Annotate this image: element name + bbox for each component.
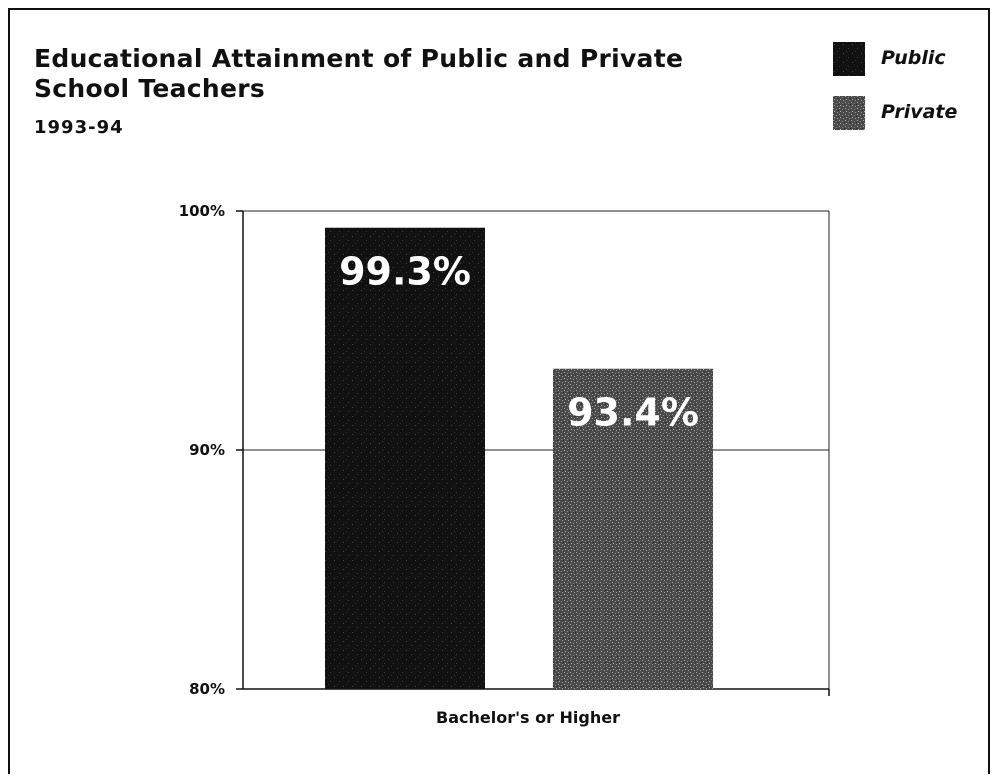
data-label-private: 93.4%: [567, 391, 699, 435]
bar-private: [553, 368, 713, 689]
swatch-public-graphic: [833, 42, 865, 76]
legend-item-public: Public: [833, 42, 983, 78]
legend-label-private: Private: [881, 101, 958, 123]
y-tick-label-80: 80%: [189, 680, 225, 698]
chart-title: Educational Attainment of Public and Pri…: [34, 44, 684, 103]
legend-label-public: Public: [881, 47, 946, 69]
swatch-private-graphic: [833, 96, 865, 130]
y-tick-label-90: 90%: [189, 441, 225, 459]
legend-swatch-private: [833, 96, 865, 130]
bar-public: [325, 227, 485, 690]
legend-item-private: Private: [833, 96, 983, 132]
legend-swatch-public: [833, 42, 865, 76]
y-tick-label-100: 100%: [179, 202, 225, 220]
data-label-public: 99.3%: [339, 250, 471, 294]
figure-frame: [8, 8, 990, 774]
x-category-label: Bachelor's or Higher: [436, 708, 620, 727]
chart-subtitle: 1993-94: [34, 117, 124, 138]
